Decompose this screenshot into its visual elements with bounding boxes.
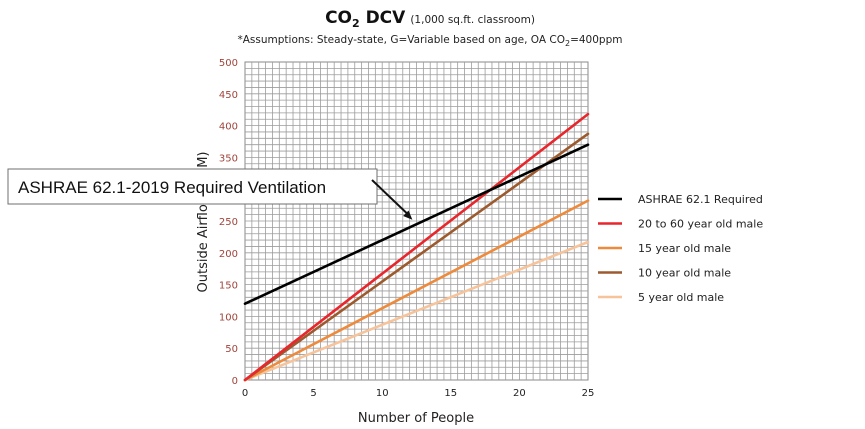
chart-title: CO2 DCV (1,000 sq.ft. classroom) bbox=[325, 8, 535, 30]
annotation-text: ASHRAE 62.1-2019 Required Ventilation bbox=[18, 178, 326, 197]
series-line bbox=[243, 132, 590, 382]
annotation-box bbox=[7, 168, 378, 205]
x-tick-label: 15 bbox=[444, 388, 457, 399]
y-tick-label: 350 bbox=[219, 153, 238, 164]
x-tick-label: 0 bbox=[242, 388, 248, 399]
y-tick-label: 100 bbox=[219, 312, 238, 323]
legend: ASHRAE 62.1 Required 20 to 60 year old ma… bbox=[598, 193, 763, 304]
x-tick-label: 5 bbox=[310, 388, 316, 399]
y-tick-label: 250 bbox=[219, 217, 238, 228]
series-line bbox=[243, 112, 590, 382]
x-tick-label: 25 bbox=[582, 388, 595, 399]
y-axis: 050100150200250300350400450500 bbox=[219, 58, 238, 387]
x-tick-label: 10 bbox=[376, 388, 389, 399]
series-line bbox=[243, 199, 590, 382]
y-tick-label: 200 bbox=[219, 249, 238, 260]
series-line bbox=[243, 143, 590, 305]
grid bbox=[244, 61, 589, 381]
legend-entry: 15 year old male bbox=[638, 242, 731, 255]
legend-entry: ASHRAE 62.1 Required bbox=[638, 193, 763, 206]
y-tick-label: 400 bbox=[219, 122, 238, 133]
legend-entry: 20 to 60 year old male bbox=[638, 218, 763, 231]
x-axis-title: Number of People bbox=[358, 411, 474, 426]
y-tick-label: 450 bbox=[219, 90, 238, 101]
chart-subtitle: *Assumptions: Steady-state, G=Variable b… bbox=[238, 34, 623, 48]
annotation-arrow bbox=[371, 179, 410, 216]
legend-entry: 10 year old male bbox=[638, 267, 731, 280]
annotation-arrowhead bbox=[403, 210, 413, 220]
x-tick-label: 20 bbox=[513, 388, 526, 399]
legend-entry: 5 year old male bbox=[638, 291, 724, 304]
y-tick-label: 500 bbox=[219, 58, 238, 69]
y-tick-label: 50 bbox=[225, 344, 238, 355]
y-tick-label: 150 bbox=[219, 281, 238, 292]
series-lines bbox=[243, 112, 590, 382]
y-tick-label: 0 bbox=[232, 376, 238, 387]
annotation-callout: ASHRAE 62.1-2019 Required Ventilation bbox=[7, 168, 413, 220]
series-line bbox=[243, 240, 590, 382]
x-axis: 0 5 10 15 20 25 bbox=[242, 388, 595, 399]
